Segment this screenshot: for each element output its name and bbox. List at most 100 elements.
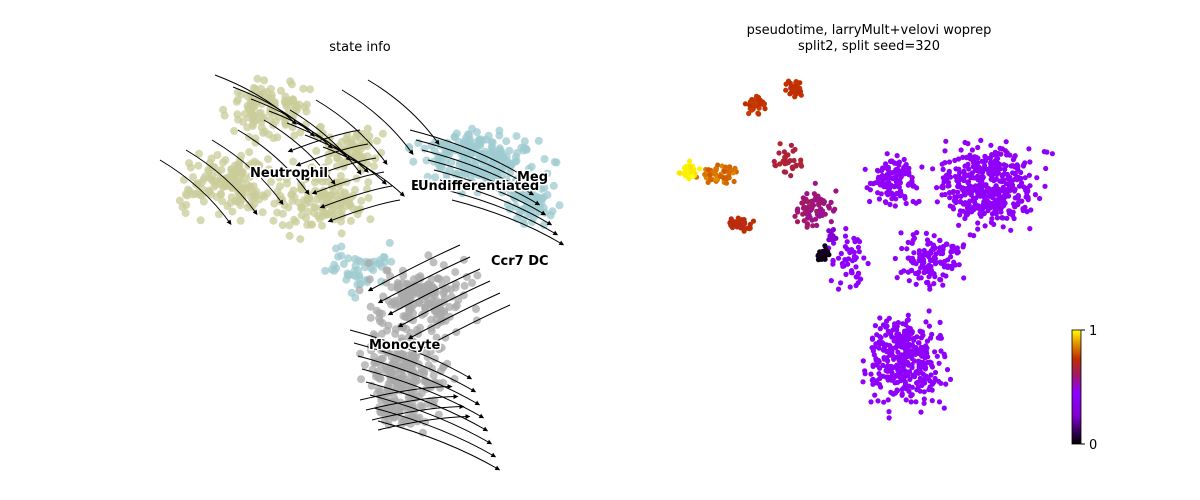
cell-point [343, 269, 352, 278]
streamline [250, 98, 333, 149]
cell-point [917, 388, 923, 394]
cell-point [843, 271, 849, 277]
cell-point [713, 176, 720, 182]
cell-point [405, 143, 414, 151]
cell-point [179, 175, 188, 184]
cell-point [892, 203, 898, 209]
cell-point [540, 183, 549, 192]
cell-point [250, 113, 259, 122]
cell-point [913, 399, 919, 405]
left-scatter-points [175, 74, 564, 437]
cell-point [904, 359, 910, 366]
cell-point [336, 172, 345, 180]
cell-point [921, 389, 927, 395]
cell-point [943, 381, 949, 387]
cell-point [967, 198, 973, 204]
cell-point [707, 172, 713, 178]
cell-point [941, 264, 948, 270]
cell-point [998, 151, 1004, 157]
cell-point [427, 275, 436, 284]
cell-point [872, 392, 878, 398]
cell-point [881, 399, 887, 405]
streamline [397, 280, 491, 328]
cell-point [988, 164, 994, 170]
cell-point [938, 277, 944, 283]
streamline [214, 74, 297, 125]
cell-point [849, 258, 856, 264]
cell-point [923, 230, 930, 236]
cell-point [297, 185, 306, 194]
cell-point [468, 178, 476, 186]
cell-point [334, 252, 343, 261]
cell-point [864, 185, 870, 191]
cell-point [946, 168, 952, 174]
cell-point [895, 183, 901, 189]
cell-point [342, 178, 351, 187]
streamline [433, 169, 547, 216]
cell-point [1004, 150, 1010, 156]
cell-point [697, 166, 703, 172]
cell-point [1034, 175, 1040, 181]
cell-point [468, 278, 477, 287]
cell-point [364, 178, 373, 187]
cell-point [264, 155, 272, 164]
cell-point [958, 193, 964, 199]
cell-point [347, 216, 355, 225]
cell-point [903, 335, 910, 341]
cell-point [953, 166, 959, 172]
cell-point [498, 154, 507, 163]
cell-point [831, 240, 837, 246]
cell-point [405, 314, 414, 323]
cell-point [355, 142, 364, 151]
cell-point [899, 245, 905, 252]
cell-point [414, 273, 423, 282]
cell-point [732, 165, 738, 171]
cell-point [804, 206, 810, 212]
cell-point [731, 178, 737, 185]
cell-point [921, 400, 927, 406]
cell-point [290, 193, 299, 202]
cell-point [230, 126, 239, 135]
cell-point [911, 250, 917, 256]
cell-point [909, 330, 915, 336]
cell-point [885, 368, 891, 374]
cell-point [755, 110, 761, 116]
cluster-label-meg: Meg [517, 170, 548, 185]
cell-point [418, 428, 427, 437]
cell-point [929, 398, 935, 404]
cell-point [1000, 172, 1006, 178]
cell-point [874, 167, 881, 173]
cell-point [527, 162, 536, 171]
cell-point [813, 197, 819, 203]
cell-point [312, 146, 321, 155]
cell-point [914, 334, 920, 340]
cell-point [909, 175, 915, 181]
cell-point [357, 196, 366, 205]
cell-point [1004, 215, 1010, 221]
cell-point [1000, 215, 1006, 221]
cell-point [235, 177, 244, 186]
cell-point [322, 195, 331, 204]
cell-point [889, 348, 895, 355]
cell-point [868, 371, 874, 377]
cell-point [988, 172, 994, 178]
cell-point [941, 405, 947, 411]
cell-point [465, 135, 474, 144]
cell-point [969, 147, 976, 153]
cell-point [506, 168, 515, 177]
cell-point [307, 163, 316, 172]
cell-point [478, 136, 487, 145]
cell-point [860, 358, 866, 364]
right-panel-title: pseudotime, larryMult+velovi woprep spli… [746, 23, 992, 54]
cell-point [993, 168, 999, 174]
cell-point [926, 308, 932, 314]
cell-point [814, 222, 820, 228]
cell-point [418, 284, 427, 293]
cell-point [302, 100, 311, 109]
cell-point [921, 396, 927, 402]
cell-point [995, 203, 1001, 209]
cell-point [975, 144, 981, 151]
cell-point [885, 397, 891, 403]
cell-point [1011, 201, 1017, 207]
cell-point [913, 281, 919, 287]
